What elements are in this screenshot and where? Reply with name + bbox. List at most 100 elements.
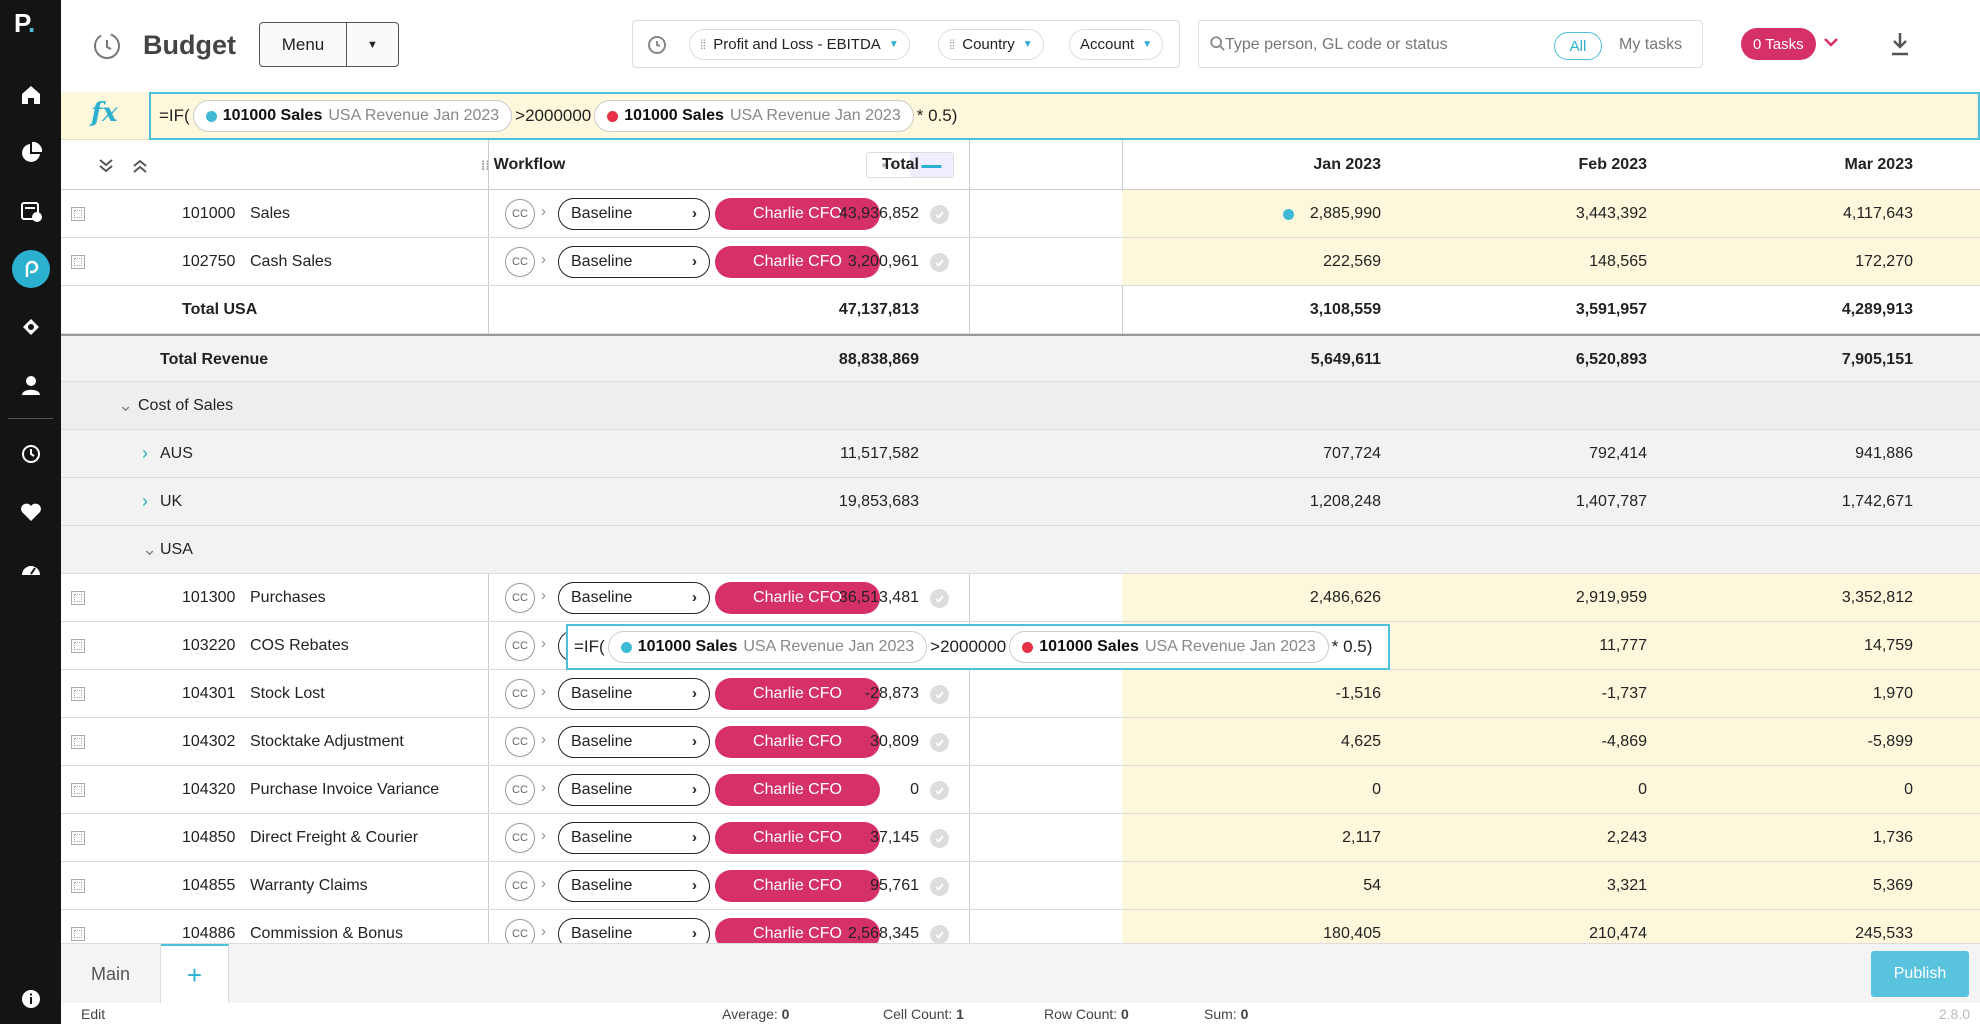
cell-m3[interactable]: 172,270 [1855,253,1913,270]
formula-popup[interactable]: =IF( 101000 Sales USA Revenue Jan 2023 >2… [566,624,1390,670]
cell-m3[interactable]: 7,905,151 [1841,351,1913,368]
tab-main[interactable]: Main [61,944,161,1004]
workflow-icon[interactable] [12,308,50,346]
chevron-down-icon[interactable] [1821,32,1841,52]
cell-total[interactable]: 0 [910,781,919,798]
owner-pill[interactable]: Charlie CFO [715,582,880,614]
cell-m1[interactable]: 54 [1363,877,1381,894]
pie-chart-icon[interactable] [12,134,50,172]
cell-m3[interactable]: 5,369 [1872,877,1913,894]
owner-pill[interactable]: Charlie CFO [715,918,880,943]
owner-pill[interactable]: Charlie CFO [715,726,880,758]
approve-check-icon[interactable] [930,877,949,896]
cost-centre-avatar[interactable]: CC [505,871,535,901]
cost-centre-avatar[interactable]: CC [505,199,535,229]
scenario-pill[interactable]: Baseline › [558,870,710,902]
cell-m1[interactable]: 180,405 [1323,925,1381,942]
publish-button[interactable]: Publish [1871,951,1969,997]
scenario-pill[interactable]: Baseline › [558,822,710,854]
cell-total[interactable]: 43,936,852 [838,205,919,222]
approve-check-icon[interactable] [930,685,949,704]
dashboard-icon[interactable] [12,551,50,589]
expand-row-icon[interactable] [71,591,85,605]
expand-row-icon[interactable] [71,831,85,845]
expand-row-icon[interactable] [71,783,85,797]
cell-m3[interactable]: 941,886 [1855,445,1913,462]
expand-row-icon[interactable] [71,255,85,269]
reset-history-icon[interactable] [645,33,669,57]
menu-button[interactable]: Menu [260,23,347,66]
cell-m2[interactable]: 0 [1638,781,1647,798]
chevron-down-icon[interactable]: ⌄ [142,539,158,559]
cell-m1[interactable]: 707,724 [1323,445,1381,462]
cell-m2[interactable]: 210,474 [1589,925,1647,942]
user-icon[interactable] [12,366,50,404]
approve-check-icon[interactable] [930,781,949,800]
cell-total[interactable]: -28,873 [864,685,919,702]
scenario-pill[interactable]: Baseline › [558,726,710,758]
expand-row-icon[interactable] [71,879,85,893]
cost-centre-avatar[interactable]: CC [505,823,535,853]
cell-m3[interactable]: 14,759 [1864,637,1913,654]
cell-m1[interactable]: 1,208,248 [1309,493,1381,510]
tasks-badge[interactable]: 0 Tasks [1741,28,1816,60]
cell-m3[interactable]: 0 [1904,781,1913,798]
cell-m1[interactable]: 222,569 [1323,253,1381,270]
app-logo[interactable]: P. [14,8,36,38]
planning-icon[interactable] [12,250,50,288]
approve-check-icon[interactable] [930,925,949,943]
cell-m2[interactable]: 3,591,957 [1575,301,1647,318]
cell-total[interactable]: 19,853,683 [838,493,919,510]
chevron-right-icon[interactable]: › [142,491,148,511]
cell-m1[interactable]: 5,649,611 [1310,351,1381,368]
chevron-down-icon[interactable]: ⌄ [118,395,134,415]
budget-icon[interactable] [12,192,50,230]
scenario-pill[interactable]: Baseline › [558,918,710,943]
cell-m2[interactable]: 2,243 [1606,829,1647,846]
cell-m1[interactable]: 2,885,990 [1309,205,1381,222]
approve-check-icon[interactable] [930,829,949,848]
formula-token[interactable]: 101000 Sales USA Revenue Jan 2023 [594,100,914,132]
owner-pill[interactable]: Charlie CFO [715,678,880,710]
refresh-cycle-icon[interactable] [91,30,123,62]
cost-centre-avatar[interactable]: CC [505,247,535,277]
expand-row-icon[interactable] [71,687,85,701]
menu-button-group[interactable]: Menu ▼ [259,22,399,67]
view-option-active[interactable]: ▬▬ [910,153,953,177]
add-tab-button[interactable]: + [161,944,229,1004]
approve-check-icon[interactable] [930,733,949,752]
expand-row-icon[interactable] [71,927,85,941]
cost-centre-avatar[interactable]: CC [505,919,535,943]
cell-total[interactable]: 88,838,869 [838,351,919,368]
formula-token[interactable]: 101000 Sales USA Revenue Jan 2023 [607,631,928,663]
col-header-mar[interactable]: Mar 2023 [1844,156,1914,173]
cell-m1[interactable]: 3,108,559 [1309,301,1381,318]
expand-row-icon[interactable] [71,207,85,221]
cell-m3[interactable]: 1,970 [1872,685,1913,702]
cell-m1[interactable]: 4,625 [1340,733,1381,750]
cell-total[interactable]: 2,568,345 [847,925,919,942]
cell-m3[interactable]: -5,899 [1867,733,1913,750]
cell-m2[interactable]: 2,919,959 [1575,589,1647,606]
view-option[interactable]: ● ● [881,159,896,171]
filter-chip-report[interactable]: ⁞⁞ Profit and Loss - EBITDA ▼ [689,29,910,60]
cell-total[interactable]: 37,145 [870,829,919,846]
cell-m2[interactable]: 3,321 [1606,877,1647,894]
workflow-view-toggle[interactable]: ● ● ▬▬ [866,152,954,178]
download-icon[interactable] [1887,30,1913,58]
cell-m2[interactable]: 6,520,893 [1575,351,1647,368]
cell-m3[interactable]: 4,117,643 [1843,205,1913,222]
cell-m3[interactable]: 1,736 [1872,829,1913,846]
cell-total[interactable]: 36,513,481 [838,589,919,606]
cell-m3[interactable]: 4,289,913 [1841,301,1913,318]
owner-pill[interactable]: Charlie CFO [715,870,880,902]
cell-m1[interactable]: 2,486,626 [1309,589,1381,606]
cell-m2[interactable]: 11,777 [1599,637,1647,654]
cell-m2[interactable]: -1,737 [1601,685,1647,702]
approve-check-icon[interactable] [930,205,949,224]
home-icon[interactable] [12,76,50,114]
collapse-expand-icon[interactable] [96,156,156,176]
approve-check-icon[interactable] [930,253,949,272]
col-header-total[interactable]: Total [881,156,919,173]
formula-token[interactable]: 101000 Sales USA Revenue Jan 2023 [192,100,513,132]
